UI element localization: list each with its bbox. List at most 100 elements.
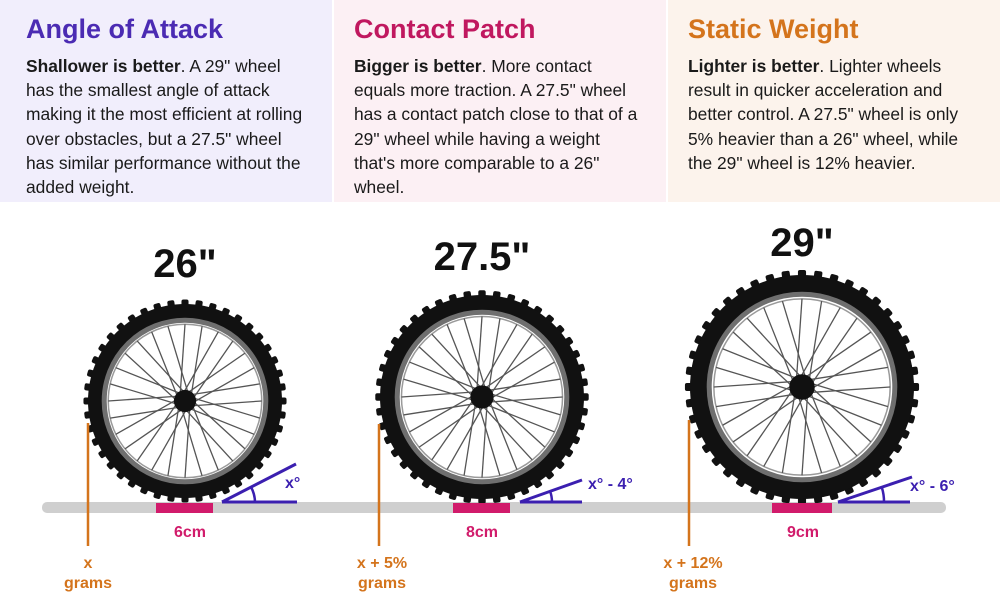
spoke: [722, 385, 792, 426]
spoke: [189, 408, 255, 435]
spoke: [798, 396, 823, 474]
spoke: [476, 316, 483, 389]
panel-angle-of-attack: Angle of Attack Shallower is better. A 2…: [0, 0, 332, 202]
spoke: [185, 409, 234, 462]
weight-label-line2: grams: [358, 575, 406, 592]
spoke: [446, 406, 484, 470]
hub: [173, 389, 197, 413]
angle-label: x° - 6°: [910, 478, 955, 495]
wheel-29: 29" x° - 6° 9cm x + 12% grams: [663, 221, 954, 592]
spoke: [403, 378, 474, 401]
spoke: [191, 383, 260, 396]
spoke: [418, 346, 473, 397]
panel-title: Angle of Attack: [26, 14, 224, 44]
hub: [470, 385, 494, 409]
contact-patch-label: 8cm: [466, 524, 498, 541]
spoke: [403, 403, 476, 416]
panel-title: Static Weight: [688, 14, 859, 44]
spoke: [732, 331, 793, 387]
spoke: [480, 324, 518, 388]
spoke: [109, 383, 177, 405]
spoke: [807, 395, 882, 426]
contact-patch-bar: [156, 503, 213, 513]
spoke: [489, 401, 518, 470]
spoke: [193, 401, 246, 450]
angle-arc: [249, 486, 257, 503]
spoke: [481, 405, 488, 478]
spoke: [183, 331, 219, 393]
spoke: [781, 300, 806, 378]
angle-arc: [548, 490, 554, 503]
angle-label: x° - 4°: [588, 476, 633, 493]
spoke: [491, 361, 555, 399]
spoke: [811, 387, 872, 443]
weight-label-line2: grams: [64, 575, 112, 592]
spoke: [401, 391, 474, 398]
spoke: [746, 390, 793, 457]
wheel-size-label: 27.5": [434, 235, 531, 279]
spoke: [746, 317, 802, 378]
wheel-size-label: 29": [770, 221, 833, 265]
spoke: [167, 407, 180, 476]
angle-ray-line: [221, 462, 297, 504]
spoke: [808, 300, 823, 380]
spoke: [446, 324, 475, 393]
panel-title: Contact Patch: [354, 14, 536, 44]
spoke: [811, 317, 858, 384]
spoke: [167, 325, 189, 393]
panel-body: . A 29" wheel has the smallest angle of …: [26, 56, 303, 198]
spoke: [763, 397, 804, 467]
panel-lead: Shallower is better: [26, 56, 181, 76]
spoke: [478, 405, 501, 476]
spoke: [810, 386, 891, 394]
spoke: [136, 403, 177, 462]
spoke: [136, 340, 185, 393]
spoke: [802, 396, 858, 457]
spoke: [431, 399, 474, 461]
panel-contact-patch: Contact Patch Bigger is better. More con…: [334, 0, 666, 202]
angle-arc: [880, 487, 886, 503]
spoke: [124, 409, 183, 450]
spoke: [812, 348, 882, 389]
panel-text: Shallower is better. A 29" wheel has the…: [26, 54, 310, 199]
spoke: [124, 352, 177, 401]
spoke: [715, 366, 793, 391]
spoke: [795, 298, 803, 379]
contact-patch-label: 6cm: [174, 524, 206, 541]
weight-label-line1: x + 5%: [357, 555, 407, 572]
spoke: [488, 318, 501, 391]
angle-label: x°: [285, 475, 300, 492]
spoke: [486, 404, 555, 433]
spoke: [193, 397, 261, 419]
spoke: [190, 326, 203, 395]
spoke: [463, 318, 486, 389]
spoke: [151, 331, 178, 397]
contact-patch-label: 9cm: [787, 524, 819, 541]
panel-text: Bigger is better. More contact equals mo…: [354, 54, 644, 199]
spoke: [192, 400, 262, 407]
spoke: [484, 346, 546, 389]
spoke: [115, 399, 177, 435]
spoke: [431, 333, 482, 388]
spoke: [732, 396, 799, 443]
spoke: [781, 394, 796, 474]
spoke: [805, 331, 872, 378]
wheel-26: 26" x° 6cm x grams: [64, 242, 300, 592]
wheel-graphic: [375, 290, 589, 504]
weight-label-line2: grams: [669, 575, 717, 592]
spoke: [488, 378, 561, 391]
spoke: [151, 409, 187, 471]
spoke: [801, 395, 809, 476]
contact-patch-bar: [772, 503, 832, 513]
spoke: [490, 333, 533, 395]
spoke: [763, 307, 794, 382]
spoke: [722, 348, 797, 379]
panel-static-weight: Static Weight Lighter is better. Lighter…: [668, 0, 1000, 202]
wheel-graphic: [684, 269, 920, 505]
spoke: [179, 324, 186, 394]
spoke: [115, 367, 181, 394]
spoke: [800, 307, 841, 377]
spoke: [809, 366, 889, 381]
spoke: [418, 405, 480, 448]
hub: [789, 374, 815, 400]
